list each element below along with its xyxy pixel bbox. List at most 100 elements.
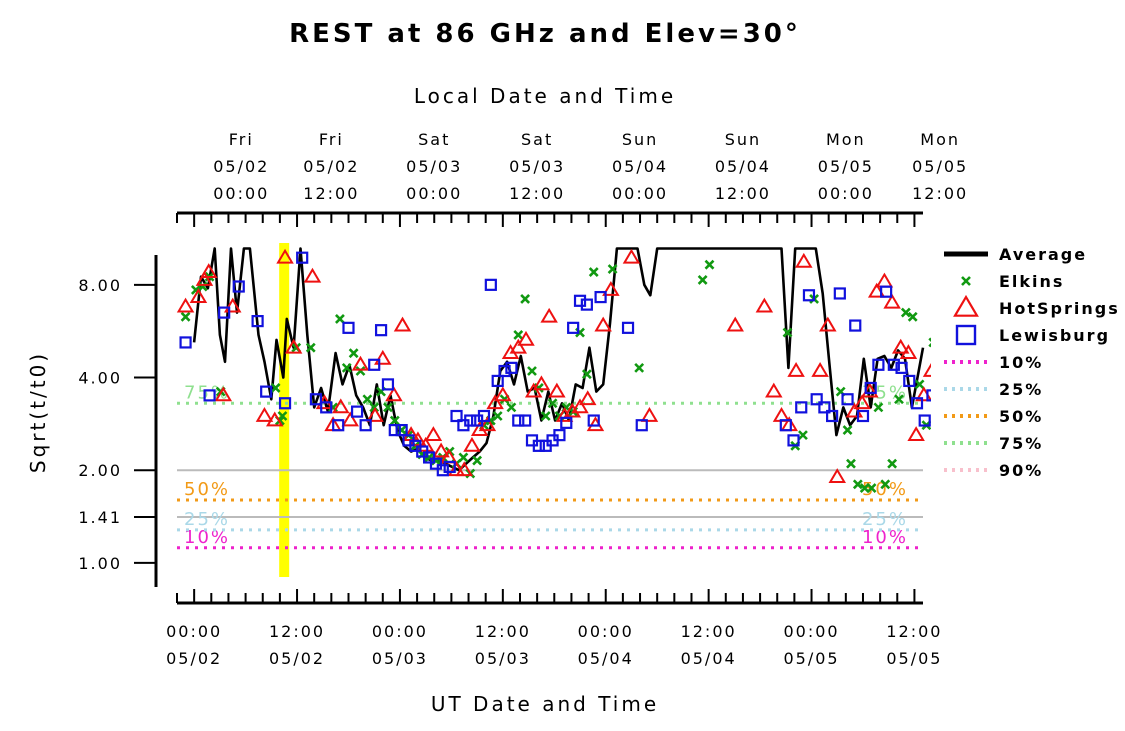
lewisburg-point bbox=[381, 378, 395, 391]
hotsprings-point bbox=[470, 421, 489, 436]
hotsprings-point bbox=[755, 297, 774, 313]
legend-label-ref-3: 75% bbox=[999, 434, 1043, 453]
top-tick-label-3: 12:00 bbox=[509, 184, 565, 203]
elkins-point bbox=[894, 394, 904, 405]
legend-label-ref-1: 25% bbox=[999, 380, 1043, 399]
hotsprings-point bbox=[223, 297, 242, 313]
lewisburg-point bbox=[895, 361, 908, 374]
x-tick-label-7: 05/05 bbox=[886, 649, 942, 668]
elkins-point bbox=[852, 479, 863, 490]
hotsprings-point bbox=[494, 386, 512, 402]
hotsprings-point bbox=[276, 248, 294, 264]
hotsprings-point bbox=[341, 411, 359, 427]
lewisburg-point bbox=[179, 336, 192, 349]
lewisburg-point bbox=[309, 393, 323, 406]
elkins-point bbox=[369, 402, 380, 413]
legend-swatch-lewisburg bbox=[955, 324, 977, 346]
hotsprings-point bbox=[214, 386, 233, 402]
lewisburg-point bbox=[779, 419, 792, 432]
data-series bbox=[176, 247, 945, 493]
hotsprings-point bbox=[772, 407, 791, 422]
top-tick-label-7: 05/05 bbox=[912, 157, 968, 176]
lewisburg-point bbox=[260, 385, 273, 398]
elkins-point bbox=[887, 458, 898, 469]
top-tick-label-4: 05/04 bbox=[612, 157, 668, 176]
elkins-point bbox=[180, 311, 191, 322]
x-tick-label-1: 05/02 bbox=[269, 649, 325, 668]
elkins-point bbox=[389, 415, 400, 426]
hotsprings-point bbox=[517, 330, 535, 346]
lewisburg-point bbox=[359, 419, 372, 432]
x-tick-label-0: 00:00 bbox=[166, 622, 222, 641]
lewisburg-point bbox=[849, 319, 862, 332]
x-tick-label-3: 12:00 bbox=[475, 622, 531, 641]
lewisburg-point bbox=[587, 414, 600, 427]
gridlines bbox=[177, 469, 923, 518]
top-tick-label-7: Mon bbox=[920, 130, 960, 149]
hotsprings-point bbox=[176, 297, 195, 313]
hotsprings-point bbox=[189, 288, 208, 303]
top-tick-label-6: 05/05 bbox=[818, 157, 874, 176]
hotsprings-point bbox=[726, 316, 744, 332]
highlight-bar bbox=[279, 243, 290, 577]
legend-label-lewisburg: Lewisburg bbox=[999, 326, 1110, 345]
legend-label-elkins: Elkins bbox=[999, 272, 1064, 291]
elkins-point bbox=[190, 285, 201, 295]
hotsprings-point bbox=[509, 338, 528, 354]
elkins-point bbox=[866, 483, 877, 493]
lewisburg-point bbox=[278, 397, 292, 410]
elkins-point bbox=[880, 479, 891, 490]
y-tick-label-1: 1.41 bbox=[78, 508, 122, 527]
lewisburg-point bbox=[880, 285, 893, 298]
elkins-point bbox=[335, 314, 345, 324]
top-tick-label-4: 00:00 bbox=[612, 184, 668, 203]
hotsprings-point bbox=[555, 407, 574, 422]
lewisburg-point bbox=[450, 409, 463, 423]
reference-label-left-0: 10% bbox=[184, 527, 230, 548]
hotsprings-point bbox=[478, 416, 497, 432]
elkins-point bbox=[634, 362, 645, 373]
lewisburg-point bbox=[498, 364, 511, 378]
hotsprings-point bbox=[602, 280, 620, 296]
hotsprings-point bbox=[795, 252, 813, 268]
elkins-point bbox=[928, 337, 931, 348]
elkins-point bbox=[362, 394, 373, 405]
lewisburg-point bbox=[203, 389, 216, 402]
hotsprings-point bbox=[765, 382, 783, 398]
y-tick-label-4: 8.00 bbox=[78, 276, 122, 295]
lewisburg-point bbox=[903, 374, 916, 388]
hotsprings-point bbox=[416, 436, 435, 452]
top-tick-label-6: 00:00 bbox=[818, 184, 874, 203]
hotsprings-point bbox=[622, 248, 641, 264]
hotsprings-point bbox=[374, 349, 392, 365]
lewisburg-point bbox=[491, 374, 504, 388]
x-tick-label-1: 12:00 bbox=[269, 622, 325, 641]
top-tick-label-3: 05/03 bbox=[509, 157, 565, 176]
lewisburg-point bbox=[935, 363, 945, 373]
elkins-point bbox=[277, 411, 288, 421]
reference-label-right-0: 10% bbox=[862, 527, 908, 548]
elkins-point bbox=[540, 411, 551, 421]
elkins-point bbox=[527, 366, 537, 376]
hotsprings-point bbox=[284, 338, 303, 354]
hotsprings-point bbox=[787, 362, 805, 377]
hotsprings-point bbox=[266, 411, 284, 427]
reference-label-right-2: 50% bbox=[862, 479, 908, 500]
hotsprings-point bbox=[571, 398, 589, 414]
hotsprings-point bbox=[563, 402, 582, 418]
hotsprings-point bbox=[594, 316, 612, 332]
elkins-point bbox=[348, 348, 359, 359]
lewisburg-point bbox=[320, 401, 333, 414]
lewisburg-point bbox=[218, 306, 231, 319]
hotsprings-point bbox=[828, 468, 847, 483]
hotsprings-point bbox=[424, 426, 443, 442]
lewisburg-point bbox=[818, 401, 831, 414]
lewisburg-point bbox=[395, 423, 408, 437]
hotsprings-point bbox=[524, 382, 543, 398]
elkins-point bbox=[588, 267, 599, 278]
lewisburg-point bbox=[464, 414, 477, 427]
lewisburg-point bbox=[553, 429, 566, 442]
lewisburg-point bbox=[635, 419, 648, 432]
x-tick-label-2: 05/03 bbox=[372, 649, 428, 668]
